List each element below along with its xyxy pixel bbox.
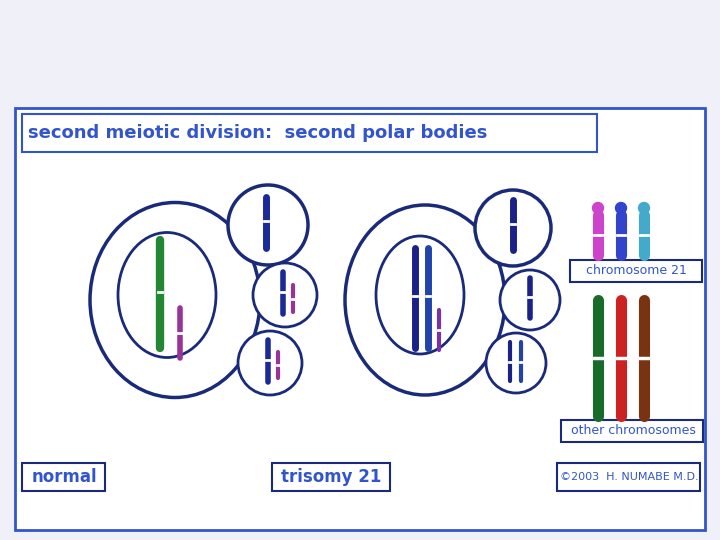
Bar bbox=[22, 463, 105, 491]
Bar bbox=[15, 108, 705, 530]
Ellipse shape bbox=[345, 205, 505, 395]
Bar bbox=[22, 114, 597, 152]
Text: normal: normal bbox=[31, 468, 96, 486]
Circle shape bbox=[238, 331, 302, 395]
Circle shape bbox=[475, 190, 551, 266]
Text: other chromosomes: other chromosomes bbox=[570, 424, 696, 437]
Circle shape bbox=[228, 185, 308, 265]
Bar bbox=[570, 260, 702, 282]
Ellipse shape bbox=[376, 236, 464, 354]
Circle shape bbox=[253, 263, 317, 327]
Circle shape bbox=[616, 202, 626, 213]
Circle shape bbox=[500, 270, 560, 330]
Text: ©2003  H. NUMABE M.D.: ©2003 H. NUMABE M.D. bbox=[559, 472, 698, 482]
Text: second meiotic division:  second polar bodies: second meiotic division: second polar bo… bbox=[28, 124, 487, 142]
Ellipse shape bbox=[90, 202, 260, 397]
Circle shape bbox=[593, 202, 603, 213]
Bar bbox=[557, 463, 700, 491]
Ellipse shape bbox=[118, 233, 216, 357]
Circle shape bbox=[639, 202, 649, 213]
Circle shape bbox=[486, 333, 546, 393]
Text: chromosome 21: chromosome 21 bbox=[585, 265, 686, 278]
Text: trisomy 21: trisomy 21 bbox=[281, 468, 381, 486]
Bar bbox=[561, 420, 703, 442]
Bar bbox=[272, 463, 390, 491]
